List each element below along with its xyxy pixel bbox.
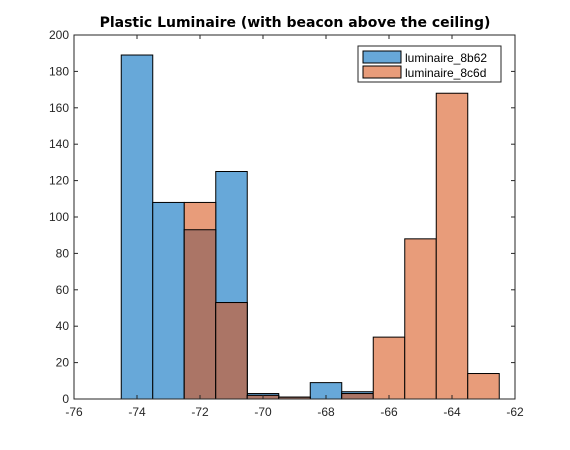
y-tick-label-1: 20 [56, 356, 70, 370]
x-tick-label-7: -62 [506, 405, 524, 419]
bars-group [120, 54, 500, 400]
y-tick-label-4: 80 [56, 246, 70, 260]
x-tick-label-5: -66 [380, 405, 398, 419]
y-tick-label-2: 40 [56, 319, 70, 333]
x-tick-label-0: -76 [65, 405, 83, 419]
y-tick-label-9: 180 [49, 64, 69, 78]
bar-luminaire-8b62-0 [120, 54, 154, 400]
chart-title: Plastic Luminaire (with beacon above the… [100, 15, 491, 31]
x-tick-label-3: -70 [254, 405, 272, 419]
bar-luminaire-8c6d-8 [435, 92, 469, 400]
y-tick-label-6: 120 [49, 174, 69, 188]
bar-overlap-1 [215, 302, 248, 400]
bar-luminaire-8c6d-6 [372, 336, 406, 400]
legend-swatch-1 [362, 65, 402, 79]
x-tick-label-6: -64 [443, 405, 461, 419]
bar-luminaire-8c6d-7 [404, 238, 437, 400]
bar-luminaire-8b62-1 [152, 201, 185, 400]
bar-luminaire-8c6d-9 [467, 373, 500, 400]
x-tick-label-4: -68 [317, 405, 335, 419]
y-tick-label-10: 200 [49, 28, 69, 42]
legend-label-1: luminaire_8c6d [405, 66, 486, 80]
y-tick-label-3: 60 [56, 283, 70, 297]
y-tick-label-7: 140 [49, 137, 69, 151]
legend-label-0: luminaire_8b62 [405, 51, 487, 65]
bar-overlap-5 [341, 393, 374, 400]
y-tick-label-5: 100 [49, 210, 69, 224]
legend-swatch-0 [362, 50, 402, 64]
y-tick-label-8: 160 [49, 101, 69, 115]
y-tick-label-0: 0 [62, 392, 69, 406]
x-tick-label-2: -72 [191, 405, 209, 419]
x-tick-label-1: -74 [128, 405, 146, 419]
axes-group: -76 -74 -72 -70 -68 -66 -64 -62 0 20 40 60 80 100 120 1… [49, 28, 524, 419]
bar-overlap-0 [183, 229, 217, 400]
